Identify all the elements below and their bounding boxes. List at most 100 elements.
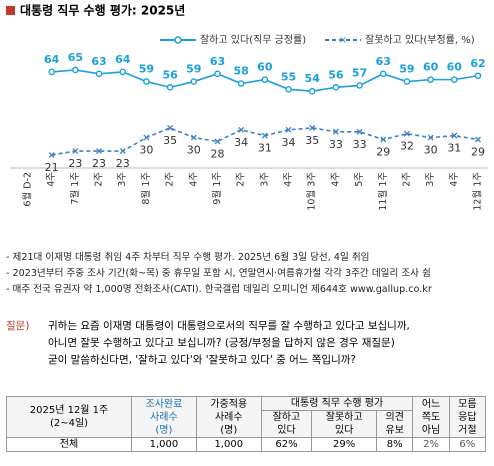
x-tick-label: 8월 1주 [140,172,152,205]
point [427,76,434,83]
data-label: 21 [45,161,59,174]
point [451,132,458,139]
point [261,76,269,83]
data-label: 29 [376,145,390,158]
point [474,72,482,80]
cell: 있다 [277,425,296,436]
data-label: 60 [423,61,439,74]
point [214,70,221,78]
x-tick-label: 2주 [94,172,105,187]
x-tick-label: 3주 [259,172,270,187]
cell: 6% [448,437,487,452]
point [48,151,55,158]
point [48,68,55,76]
data-label: 56 [162,68,178,81]
data-label: 59 [139,63,154,76]
data-label: 30 [187,144,201,157]
point [190,134,197,141]
point [308,87,316,95]
point [143,78,150,85]
cell: 1,000 [131,437,197,452]
point [356,82,363,89]
cell: 대통령 직무 수행 평가 [260,396,414,411]
question-line: 아니면 잘못 수행하고 있다고 보십니까? (긍정/부정을 답하지 않은 경우 … [48,337,395,349]
point [332,128,339,135]
question-line: 굳이 말씀하신다면, '잘하고 있다'와 '잘못하고 있다' 중 어느 쪽입니까… [48,354,356,366]
data-label: 34 [234,136,248,149]
point [238,126,245,133]
data-label: 31 [258,142,272,155]
x-tick-label: 3주 [425,172,436,187]
data-label: 32 [400,140,414,153]
data-label: 30 [139,144,153,157]
point [72,66,79,74]
x-tick-label: 7월 1주 [69,172,81,205]
cell: 어느 [421,398,441,410]
cell: 유보 [385,425,404,436]
point [167,124,174,131]
cell: 사례수 [150,411,178,423]
point [475,136,481,143]
cell: (2~4일) [49,418,89,429]
x-tick-label: 11월 1주 [377,172,389,211]
x-tick-label: 10월 3주 [306,172,318,211]
x-tick-label: 9월 1주 [211,172,223,205]
point [356,128,363,135]
cell: (명) [220,424,238,436]
x-tick-label: 2주 [401,172,412,187]
cell: 2025년 12월 1주 [29,405,109,416]
point [95,70,103,78]
x-tick-label: 3주 [117,172,128,187]
point [72,148,79,155]
point [237,80,245,87]
cell: 아님 [421,424,441,436]
data-label: 35 [305,134,319,147]
point [379,70,387,78]
data-label: 33 [329,138,343,151]
point [119,68,127,76]
legend-label: 잘못하고 있다(부정률, %) [365,33,475,46]
point [451,76,458,83]
chart: 대통령 직무 수행 평가: 2025년 잘하고 있다(직무 긍정률) × 잘못하고 … [6,3,488,211]
data-label: 54 [305,72,321,85]
x-tick-label: 4주 [283,172,294,187]
data-label: 34 [282,136,296,149]
x-tick-label: 4주 [449,172,460,187]
x-tick-label: 12월 1주 [472,172,484,211]
data-label: 29 [471,145,485,158]
x-tick-label: 2주 [236,172,247,187]
table: 2025년 12월 1주 (2~4일) 조사완료 사례수 (명) 가중적용 사례수 (명)… [6,396,487,452]
legend-marker: × [339,35,347,46]
data-label: 62 [470,57,485,70]
point [190,78,198,85]
cell: 8% [376,437,414,452]
notes: - 제21대 이재명 대통령 취임 4주 차부터 직무 수행 평가. 2025년… [6,250,432,298]
data-label: 63 [210,55,225,68]
legend-marker [174,36,182,44]
x-tick-label: 2주 [165,172,176,187]
data-label: 57 [352,66,367,79]
cell: 1,000 [195,437,262,452]
x-tick-label: 4주 [188,172,199,187]
data-label: 23 [68,157,82,170]
title-icon [6,6,15,15]
question: 질문) 귀하는 요즘 이재명 대통령이 대통령으로서의 직무를 잘 수행하고 있… [6,318,410,369]
data-label: 65 [68,51,83,64]
data-label: 23 [92,157,106,170]
data-label: 64 [115,53,131,66]
cell: 쪽도 [421,411,441,423]
point [403,130,410,137]
cell: 62% [260,437,313,452]
data-label: 56 [328,68,344,81]
x-tick-label: 6월 D-2 [22,172,34,207]
point [427,134,434,141]
data-label: 23 [116,157,130,170]
x-tick-label: 4주 [46,172,57,187]
point [119,148,126,155]
note: - 제21대 이재명 대통령 취임 4주 차부터 직무 수행 평가. 2025년… [6,252,370,263]
point [96,148,103,155]
data-label: 30 [424,144,438,157]
x-tick-label: 4주 [330,172,341,187]
point [261,132,268,139]
